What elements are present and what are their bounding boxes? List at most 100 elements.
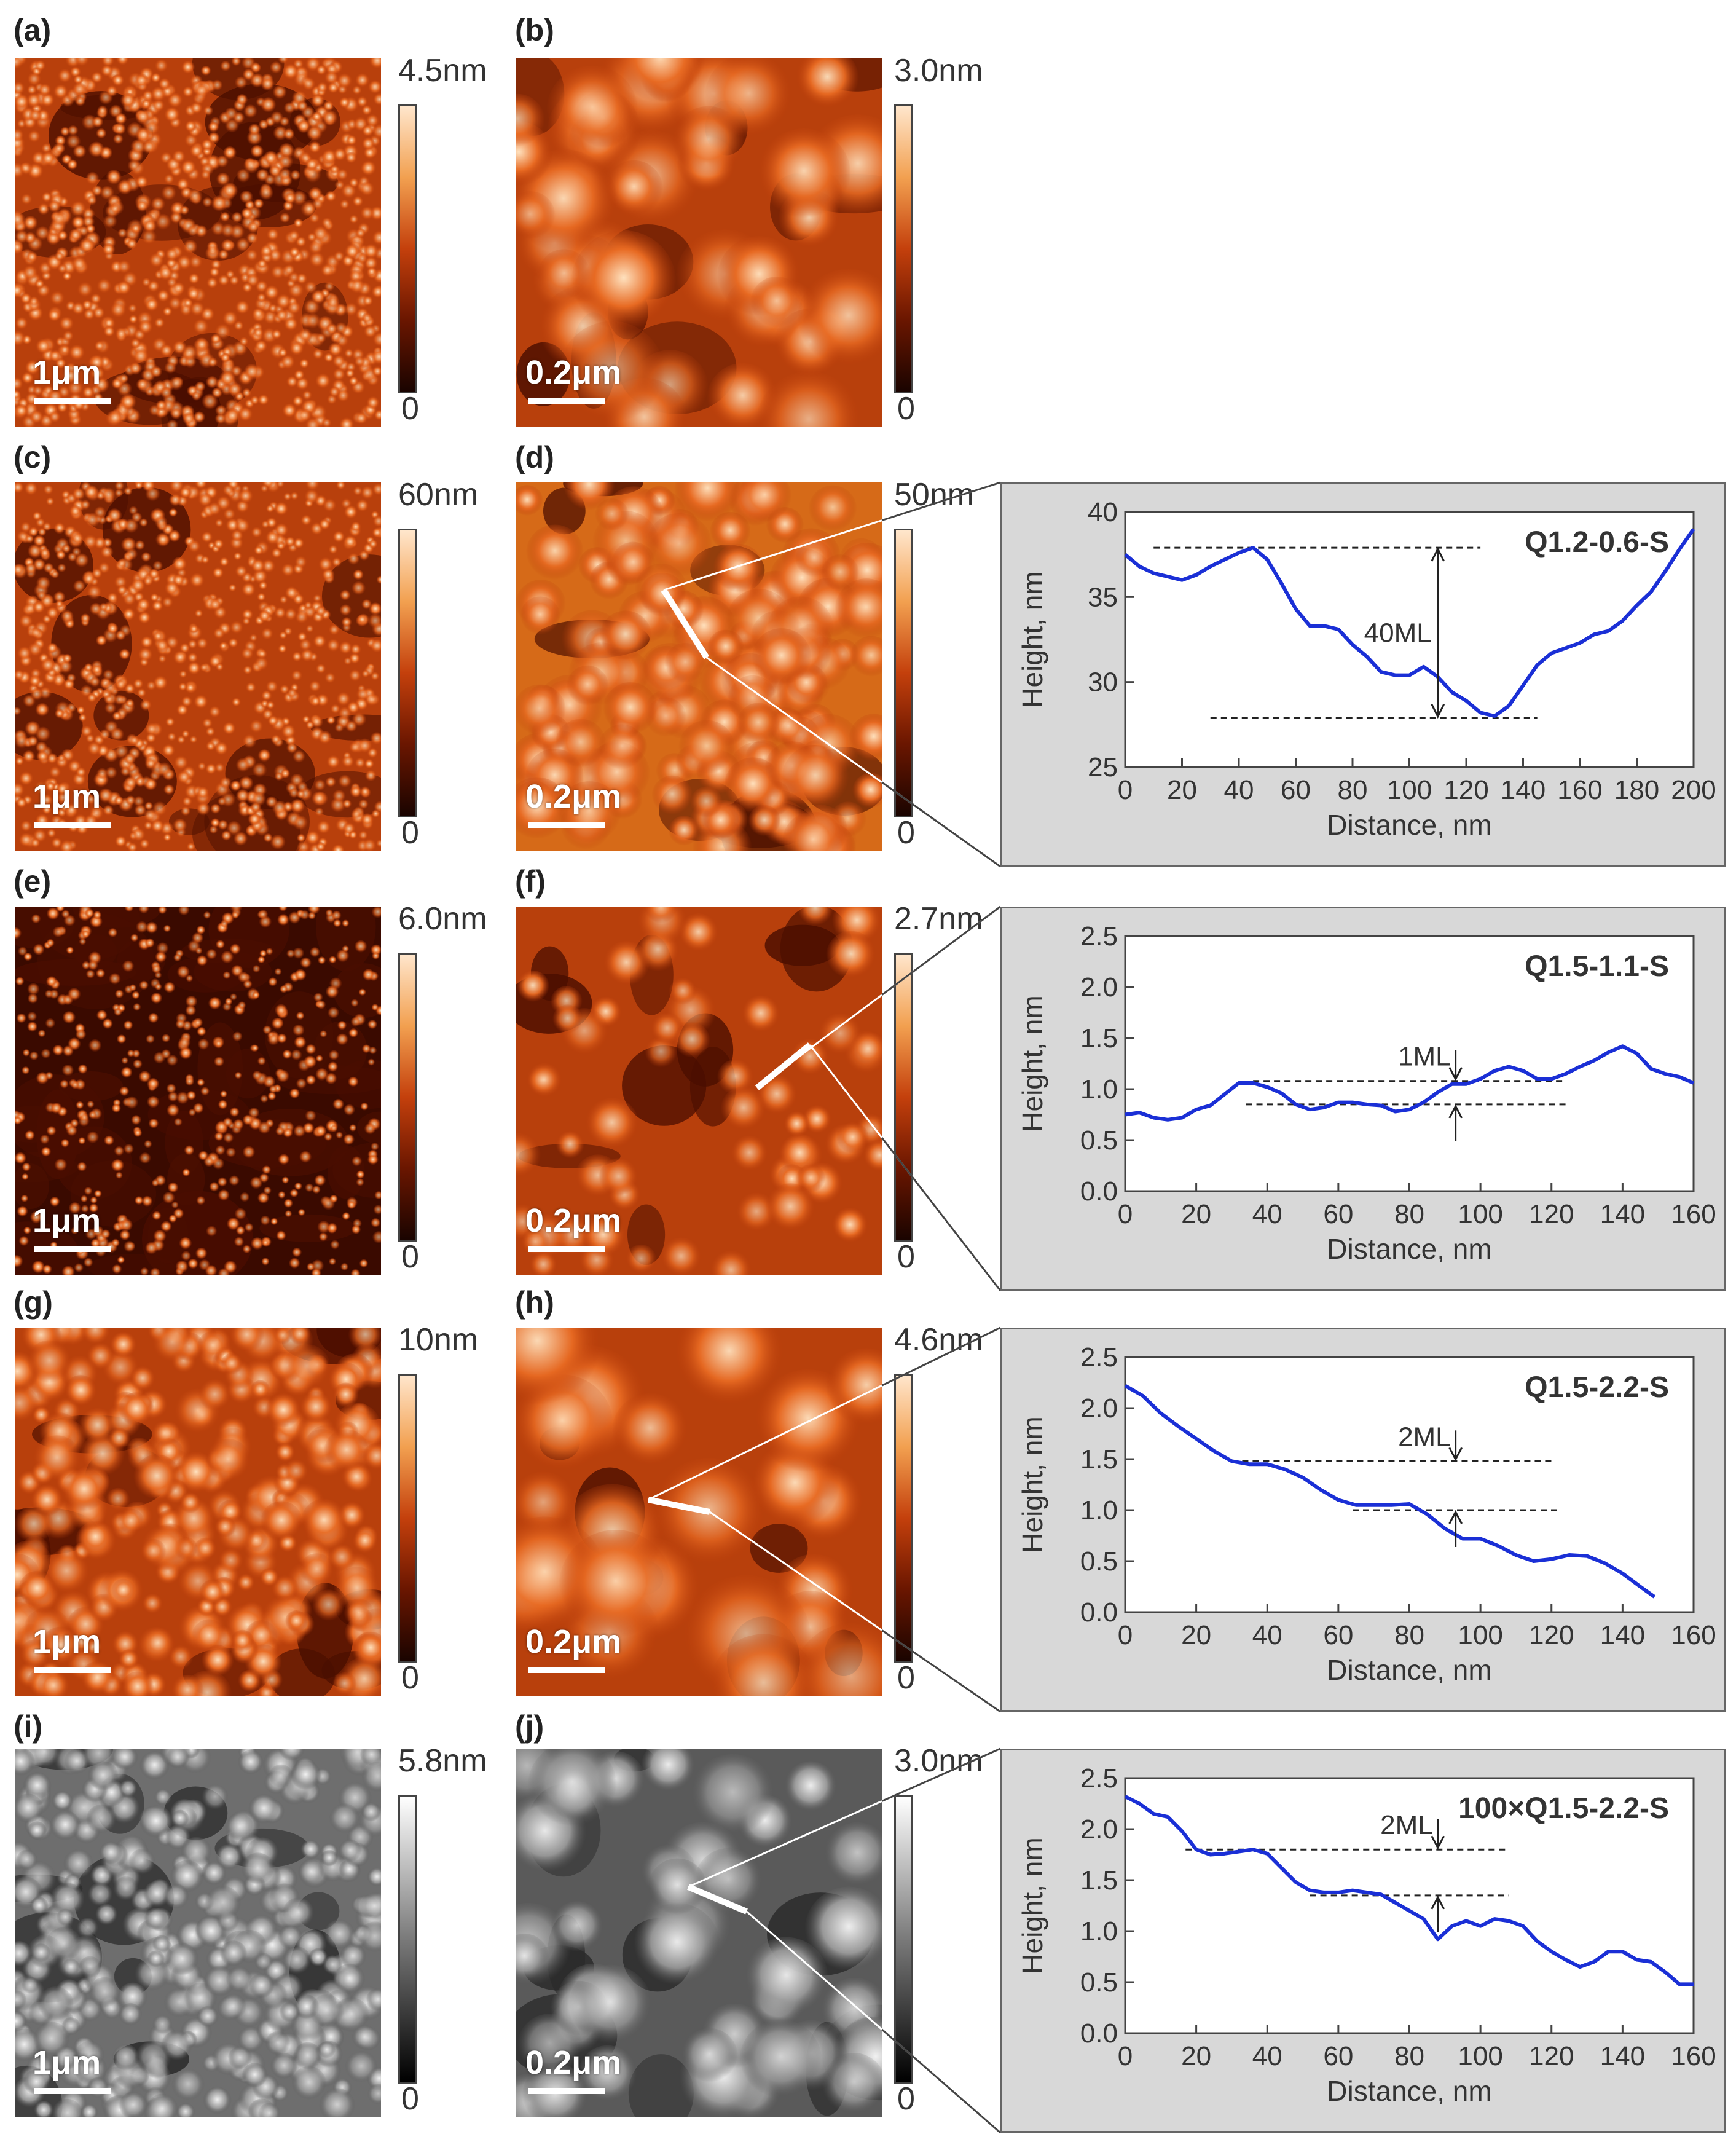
y-tick-label: 35	[1088, 582, 1118, 612]
plot-area	[1124, 511, 1695, 768]
panel-label: (d)	[515, 440, 554, 474]
colorbar-max-label: 3.0nm	[894, 53, 983, 89]
scale-bar-label: 0.2μm	[525, 1623, 622, 1660]
y-axis-label: Height, nm	[1016, 571, 1048, 707]
x-tick-label: 180	[1614, 775, 1659, 805]
colorbar-min-label: 0	[897, 391, 915, 427]
x-tick-label: 140	[1600, 1620, 1645, 1650]
chart-title: 100×Q1.5-2.2-S	[1458, 1792, 1669, 1825]
x-tick-label: 120	[1443, 775, 1488, 805]
y-tick-label: 2.5	[1080, 921, 1118, 951]
colorbar-min-label: 0	[401, 391, 419, 427]
x-tick-label: 60	[1281, 775, 1311, 805]
colorbar-max-label: 10nm	[398, 1322, 479, 1358]
connector-line	[881, 2028, 1001, 2134]
profile-chart-f: 0 20 40 60 80 100 120 140 160 0.0 0.5 1.0 1.5 2.0 2.5 D…	[1016, 921, 1716, 1265]
profile-panel-j: 0 20 40 60 80 100 120 140 160 0.0 0.5 1.0 1.5 2.0 2.5 D…	[1000, 1749, 1726, 2133]
plot-area	[1124, 1356, 1695, 1613]
scale-bar-line	[528, 1667, 605, 1673]
arrow-head	[1448, 1447, 1463, 1462]
x-tick-label: 120	[1529, 1620, 1574, 1650]
y-tick-label: 0.0	[1080, 2018, 1118, 2049]
x-tick-label: 40	[1252, 1620, 1282, 1650]
scale-bar-label: 0.2μm	[525, 2044, 622, 2081]
x-tick-label: 100	[1458, 2041, 1502, 2071]
annotation-label: 40ML	[1364, 618, 1432, 648]
connector-line	[881, 1747, 1001, 1802]
afm-image-h	[516, 1328, 882, 1696]
scale-bar-line	[528, 822, 605, 828]
colorbar-max-label: 3.0nm	[894, 1743, 983, 1779]
scale-bar-line	[528, 398, 605, 404]
x-tick-label: 100	[1458, 1199, 1502, 1229]
afm-image-f	[516, 907, 882, 1275]
scale-bar-line	[34, 398, 111, 404]
profile-panel-f: 0 20 40 60 80 100 120 140 160 0.0 0.5 1.0 1.5 2.0 2.5 D…	[1000, 907, 1726, 1291]
x-tick-label: 20	[1181, 1199, 1211, 1229]
scale-bar-label: 0.2μm	[525, 1202, 622, 1239]
x-axis-label: Distance, nm	[1327, 2075, 1491, 2107]
profile-panel-d: 0 20 40 60 80 100 120 140 160 180 200 25 30 35 40 Dista…	[1000, 482, 1726, 867]
scale-bar-label: 1μm	[33, 1202, 101, 1239]
height-profile-series	[1124, 1384, 1656, 1599]
panel-label: (h)	[515, 1285, 554, 1320]
scale-bar-label: 1μm	[33, 1623, 101, 1660]
colorbar	[894, 529, 913, 817]
connector-line	[881, 905, 1001, 996]
colorbar	[894, 104, 913, 393]
connector-line	[881, 781, 1001, 868]
panel-label: (f)	[515, 864, 546, 899]
connector-line	[881, 1137, 1002, 1291]
y-tick-label: 2.5	[1080, 1342, 1118, 1372]
x-tick-label: 20	[1181, 1620, 1211, 1650]
height-profile-series	[1124, 1795, 1694, 1986]
arrow-head	[1448, 1104, 1463, 1119]
x-tick-label: 100	[1387, 775, 1432, 805]
y-tick-label: 1.5	[1080, 1444, 1118, 1475]
chart-title: Q1.5-1.1-S	[1525, 950, 1669, 983]
arrow-head	[1431, 704, 1445, 719]
y-tick-label: 1.0	[1080, 1916, 1118, 1947]
height-profile-series	[1124, 527, 1695, 718]
y-tick-label: 0.0	[1080, 1597, 1118, 1628]
x-tick-label: 80	[1394, 1199, 1424, 1229]
colorbar-max-label: 4.5nm	[398, 53, 487, 89]
colorbar-max-label: 5.8nm	[398, 1743, 487, 1779]
profile-chart-d: 0 20 40 60 80 100 120 140 160 180 200 25 30 35 40 Dista…	[1016, 497, 1716, 841]
afm-image-a	[15, 58, 381, 427]
x-tick-label: 80	[1394, 1620, 1424, 1650]
afm-image-b	[516, 58, 882, 427]
x-tick-label: 0	[1118, 1620, 1133, 1650]
x-tick-label: 40	[1252, 1199, 1282, 1229]
x-tick-label: 20	[1181, 2041, 1211, 2071]
arrow-head	[1431, 1895, 1445, 1910]
y-tick-label: 40	[1088, 497, 1118, 527]
chart-title: Q1.5-2.2-S	[1525, 1371, 1669, 1404]
colorbar	[894, 1374, 913, 1663]
panel-label: (b)	[515, 13, 554, 47]
colorbar-min-label: 0	[897, 1239, 915, 1275]
arrow-head	[1448, 1510, 1463, 1524]
x-axis-label: Distance, nm	[1327, 1654, 1491, 1686]
colorbar	[398, 1795, 417, 2084]
connector-line	[881, 481, 1001, 522]
panel-label: (g)	[14, 1285, 53, 1320]
chart-title: Q1.2-0.6-S	[1525, 526, 1669, 559]
scale-bar-line	[34, 2088, 111, 2094]
x-tick-label: 0	[1118, 775, 1133, 805]
x-tick-label: 60	[1323, 1199, 1353, 1229]
y-tick-label: 25	[1088, 752, 1118, 782]
connector-line	[881, 1629, 1001, 1713]
x-tick-label: 160	[1671, 2041, 1716, 2071]
x-tick-label: 40	[1252, 2041, 1282, 2071]
profile-marker	[687, 1884, 748, 1915]
plot-area	[1124, 1777, 1695, 2034]
profile-marker	[661, 588, 710, 659]
afm-image-i	[15, 1749, 381, 2117]
scale-bar-line	[528, 2088, 605, 2094]
colorbar-min-label: 0	[897, 815, 915, 851]
y-tick-label: 2.5	[1080, 1763, 1118, 1793]
scale-bar-label: 1μm	[33, 778, 101, 815]
y-tick-label: 0.5	[1080, 1125, 1118, 1156]
